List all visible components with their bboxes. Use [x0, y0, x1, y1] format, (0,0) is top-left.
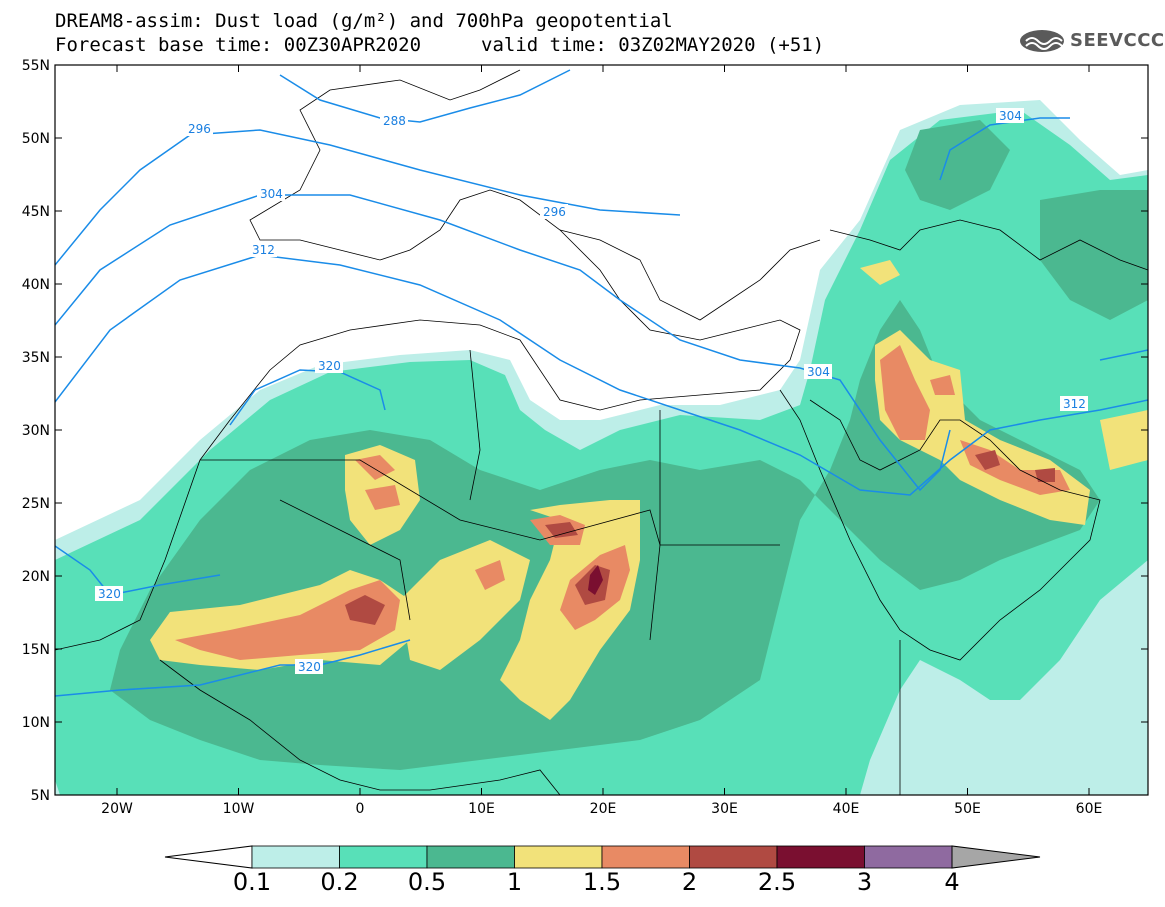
lon-label: 50E: [954, 801, 981, 817]
dust-region-orange-iran: [930, 375, 955, 395]
contour-label: 320: [318, 359, 341, 373]
contour-label: 296: [188, 122, 211, 136]
axis-ticks: [55, 64, 1148, 796]
contour-label: 296: [543, 205, 566, 219]
colorbar-under-arrow: [164, 845, 253, 869]
colorbar-segment: [864, 845, 953, 869]
dust-region-yellow-east: [1100, 410, 1148, 470]
dust-region-dense-ne: [905, 120, 1010, 210]
lat-label: 50N: [22, 131, 50, 147]
geopotential-contours: [55, 69, 1148, 697]
contour-label: 320: [98, 587, 121, 601]
lat-label: 40N: [22, 277, 50, 293]
lat-label: 20N: [22, 569, 50, 585]
colorbar-tick-label: 0.2: [320, 868, 359, 896]
dust-region-orange-iraq: [880, 345, 930, 440]
lon-label: 20W: [101, 801, 133, 817]
contour-320-sahel: [55, 639, 411, 697]
colorbar-tick-label: 0.5: [407, 868, 447, 896]
colorbar-tick-label: 3: [856, 868, 873, 896]
contour-304-ne: [939, 117, 1070, 181]
lon-label: 60E: [1076, 801, 1103, 817]
colorbar: [164, 845, 1041, 869]
lon-label: 0: [356, 801, 365, 817]
colorbar-over-arrow: [951, 845, 1041, 869]
lon-label: 30E: [711, 801, 738, 817]
base-time-label: Forecast base time: 00Z30APR2020: [55, 34, 422, 56]
colorbar-tick-label: 4: [944, 868, 960, 896]
dust-region-yellow-caucasus: [860, 260, 900, 285]
dust-region-dense-e: [1040, 190, 1148, 320]
dust-region-orange-mali: [355, 455, 395, 480]
latitude-labels: 55N 50N 45N 40N 35N 30N 25N 20N 15N 10N 5N: [22, 58, 50, 804]
contour-label: 288: [383, 114, 406, 128]
lat-label: 30N: [22, 423, 50, 439]
dust-region-orange-niger: [475, 560, 505, 590]
title-line-2: Forecast base time: 00Z30APR2020 valid ti…: [55, 34, 824, 56]
colorbar-segment: [514, 845, 603, 869]
lat-label: 35N: [22, 350, 50, 366]
lon-label: 20E: [590, 801, 617, 817]
lat-label: 45N: [22, 204, 50, 220]
dust-region-red-tibesti: [545, 522, 578, 538]
contour-label: 320: [298, 660, 321, 674]
lat-label: 55N: [22, 58, 50, 74]
dust-region-red-gulf: [975, 450, 1000, 470]
contour-labels: 296 288 304 296 312 320 320 320 304 312 …: [95, 108, 1088, 674]
colorbar-tick-label: 1.5: [582, 868, 622, 896]
lat-label: 10N: [22, 715, 50, 731]
contour-label: 312: [1063, 397, 1086, 411]
colorbar-tick-label: 0.1: [232, 868, 272, 896]
longitude-labels: 20W 10W 0 10E 20E 30E 40E 50E 60E: [101, 801, 1102, 817]
colorbar-tick-label: 1: [506, 868, 523, 896]
contour-288: [279, 69, 571, 123]
colorbar-segment: [339, 845, 428, 869]
colorbar-tick-label: 2.5: [757, 868, 797, 896]
dust-region-max: [588, 565, 603, 595]
lat-label: 5N: [31, 788, 50, 804]
colorbar-segment: [689, 845, 778, 869]
contour-label: 304: [260, 187, 283, 201]
cloud-logo-icon: [1020, 30, 1064, 52]
lon-label: 10W: [223, 801, 255, 817]
valid-time-label: valid time: 03Z02MAY2020 (+51): [481, 34, 825, 56]
contour-label: 304: [807, 365, 830, 379]
dust-field: [55, 100, 1148, 795]
lat-label: 25N: [22, 496, 50, 512]
dust-region-red-mali: [345, 595, 385, 625]
logo-text: SEEVCCC: [1070, 30, 1165, 51]
contour-label: 304: [999, 109, 1022, 123]
lon-label: 40E: [833, 801, 860, 817]
seevccc-logo: SEEVCCC: [1018, 27, 1164, 55]
colorbar-tick-label: 2: [681, 868, 698, 896]
dust-region-orange-west: [175, 580, 400, 660]
contour-296: [55, 129, 681, 266]
lon-label: 10E: [468, 801, 495, 817]
colorbar-segment: [251, 845, 340, 869]
colorbar-segment: [426, 845, 515, 869]
colorbar-segment: [776, 845, 865, 869]
dust-region-red-gulf2: [1035, 468, 1055, 482]
contour-label: 312: [252, 243, 275, 257]
title-line-1: DREAM8-assim: Dust load (g/m²) and 700hP…: [55, 10, 673, 32]
dust-region-orange-mali2: [365, 485, 400, 510]
colorbar-segment: [601, 845, 690, 869]
lat-label: 15N: [22, 642, 50, 658]
contour-304-west: [55, 194, 951, 492]
contour-312-east: [1099, 349, 1148, 361]
